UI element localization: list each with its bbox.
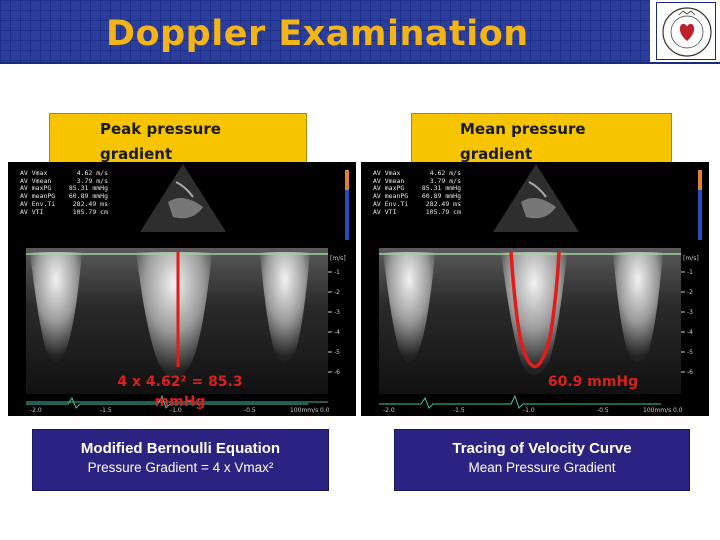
- readout-value: 60.89 mmHg: [68, 192, 108, 201]
- velocity-scale-label: -2: [334, 289, 340, 296]
- measurement-readout: AV Vmax 4.62 m/s AV Vmean 3.79 m/s AV maxPG 8…: [20, 169, 108, 217]
- readout-key: AV Env.Ti: [373, 199, 409, 208]
- readout-value: 60.89 mmHg: [421, 192, 461, 201]
- label-line: gradient: [100, 145, 173, 163]
- readout-row: AV Vmean 3.79 m/s: [20, 176, 108, 186]
- readout-row: AV VTI 105.79 cm: [373, 207, 461, 217]
- velocity-scale-label: -5: [687, 349, 693, 356]
- peak-gradient-result: 4 x 4.62² = 85.3 mmHg: [95, 372, 265, 412]
- readout-key: AV VTI: [373, 207, 397, 216]
- caption-title: Tracing of Velocity Curve: [452, 440, 632, 457]
- velocity-scale-label: -3: [334, 309, 340, 316]
- result-value: 4 x 4.62² = 85.3: [117, 374, 243, 390]
- readout-key: AV maxPG: [373, 184, 405, 193]
- velocity-scale-label: -6: [334, 369, 340, 376]
- readout-row: AV Vmax 4.62 m/s: [20, 169, 108, 178]
- readout-value: 3.79 m/s: [429, 176, 461, 185]
- readout-row: AV maxPG 85.31 mmHg: [20, 185, 108, 193]
- society-logo: [656, 2, 716, 60]
- readout-value: 282.49 ms: [425, 199, 461, 208]
- readout-key: AV Vmax: [373, 169, 401, 177]
- sweep-speed-label: 100mm/s: [643, 407, 671, 414]
- time-tick-label: -0.5: [597, 407, 609, 414]
- caption-title: Modified Bernoulli Equation: [80, 440, 281, 457]
- tracing-caption: Tracing of Velocity Curve Mean Pressure …: [394, 429, 690, 491]
- peak-gradient-label: Peak pressure gradient: [49, 113, 307, 167]
- readout-key: AV Vmean: [373, 176, 405, 185]
- readout-key: AV Vmean: [20, 176, 52, 185]
- slide-title: Doppler Examination: [106, 14, 529, 54]
- time-tick-label: -1.5: [100, 407, 112, 414]
- velocity-scale-label: -2: [687, 289, 693, 296]
- velocity-unit-label: [m/s]: [683, 255, 699, 262]
- slide-header: Doppler Examination: [0, 0, 720, 62]
- mean-gradient-result: 60.9 mmHg: [547, 374, 639, 390]
- label-line: Mean pressure: [460, 120, 586, 138]
- readout-row: AV Vmean 3.79 m/s: [373, 176, 461, 186]
- measurement-readout: AV Vmax 4.62 m/s AV Vmean 3.79 m/s AV maxPG 8…: [373, 169, 461, 217]
- society-seal-icon: [662, 7, 712, 57]
- result-unit: mmHg: [154, 394, 206, 410]
- time-tick-label: -1.0: [523, 407, 535, 414]
- mean-gradient-label: Mean pressure gradient: [411, 113, 672, 167]
- readout-value: 3.79 m/s: [76, 176, 108, 185]
- caption-subtitle: Pressure Gradient = 4 x Vmax²: [87, 460, 274, 475]
- caption-subtitle: Mean Pressure Gradient: [468, 460, 616, 475]
- time-tick-label: 0.0: [673, 407, 683, 414]
- readout-key: AV VTI: [20, 207, 44, 216]
- readout-value: 85.31 mmHg: [68, 184, 108, 193]
- header-grid-pattern: [0, 0, 650, 62]
- velocity-scale-label: -4: [687, 329, 693, 336]
- readout-value: 4.62 m/s: [429, 169, 461, 177]
- label-line: gradient: [460, 145, 533, 163]
- readout-key: AV Env.Ti: [20, 199, 56, 208]
- echo-image-mean: -2.0 -1.5 -1.0 -0.5 0.0 100mm/s [m/s] -1 -2 -3 -4 -…: [361, 162, 709, 416]
- readout-key: AV Vmax: [20, 169, 48, 177]
- readout-row: AV Env.Ti 282.49 ms: [20, 199, 108, 209]
- readout-value: 282.49 ms: [72, 199, 108, 208]
- readout-key: AV maxPG: [20, 184, 52, 193]
- readout-key: AV meanPG: [373, 192, 409, 201]
- readout-value: 105.79 cm: [425, 207, 461, 216]
- velocity-unit-label: [m/s]: [330, 255, 346, 262]
- header-divider: [0, 62, 720, 64]
- readout-row: AV VTI 105.79 cm: [20, 207, 108, 217]
- time-tick-label: 0.0: [320, 407, 330, 414]
- readout-row: AV maxPG 85.31 mmHg: [373, 185, 461, 193]
- velocity-scale-label: -6: [687, 369, 693, 376]
- readout-value: 85.31 mmHg: [421, 184, 461, 193]
- readout-row: AV meanPG 60.89 mmHg: [373, 192, 461, 201]
- time-tick-label: -2.0: [30, 407, 42, 414]
- label-line: Peak pressure: [100, 120, 221, 138]
- readout-row: AV meanPG 60.89 mmHg: [20, 192, 108, 201]
- echo-image-peak: -2.0 -1.5 -1.0 -0.5 0.0 100mm/s [m/s] -1 -2 -3 -4 -…: [8, 162, 356, 416]
- readout-row: AV Env.Ti 282.49 ms: [373, 199, 461, 209]
- velocity-scale-label: -3: [687, 309, 693, 316]
- time-tick-label: -1.0: [170, 407, 182, 414]
- readout-key: AV meanPG: [20, 192, 56, 201]
- velocity-scale-label: -5: [334, 349, 340, 356]
- time-tick-label: -0.5: [244, 407, 256, 414]
- time-tick-label: -2.0: [383, 407, 395, 414]
- velocity-scale-label: -1: [687, 269, 693, 276]
- readout-row: AV Vmax 4.62 m/s: [373, 169, 461, 178]
- time-tick-label: -1.5: [453, 407, 465, 414]
- velocity-scale-label: -1: [334, 269, 340, 276]
- sweep-speed-label: 100mm/s: [290, 407, 318, 414]
- bernoulli-caption: Modified Bernoulli Equation Pressure Gra…: [32, 429, 329, 491]
- readout-value: 105.79 cm: [72, 207, 108, 216]
- readout-value: 4.62 m/s: [76, 169, 108, 177]
- velocity-scale-label: -4: [334, 329, 340, 336]
